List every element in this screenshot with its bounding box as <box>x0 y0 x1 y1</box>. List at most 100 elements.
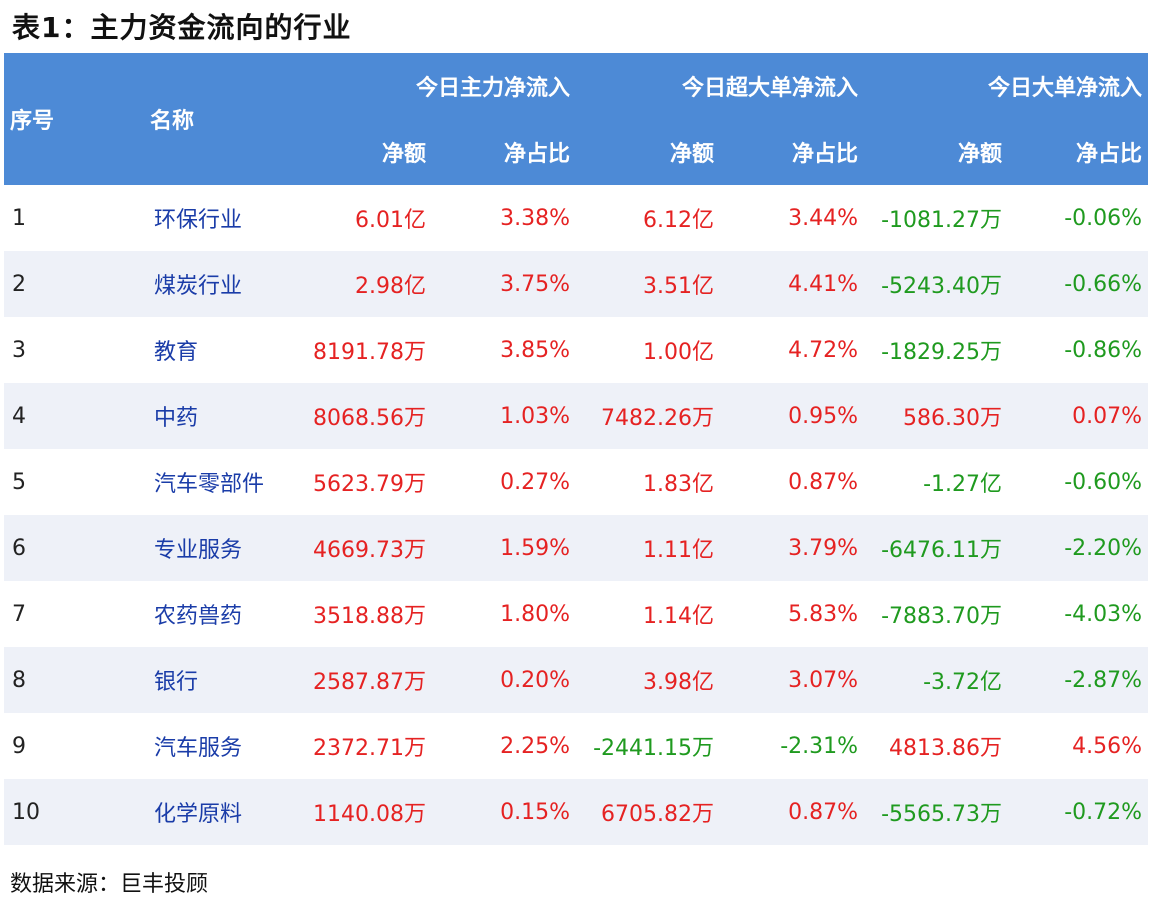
row-industry-name: 汽车零部件 <box>144 449 294 515</box>
row-large-amount: -1081.27万 <box>864 185 1009 251</box>
row-super-ratio: 3.44% <box>720 185 865 251</box>
row-industry-name: 农药兽药 <box>144 581 294 647</box>
table-row: 10 化学原料 1140.08万 0.15% 6705.82万 0.87% -5565.73… <box>4 779 1149 845</box>
row-large-amount: -1.27亿 <box>864 449 1009 515</box>
row-super-amount: -2441.15万 <box>576 713 721 779</box>
fund-flow-table: 序号 名称 今日主力净流入 今日超大单净流入 今日大单净流入 净额 净占比 净额… <box>4 53 1149 845</box>
table-header: 序号 名称 今日主力净流入 今日超大单净流入 今日大单净流入 净额 净占比 净额… <box>4 53 1149 185</box>
row-super-amount: 3.51亿 <box>576 251 721 317</box>
row-super-ratio: 4.41% <box>720 251 865 317</box>
header-main-amount: 净额 <box>294 119 432 185</box>
row-main-amount: 4669.73万 <box>294 515 432 581</box>
row-seq: 4 <box>4 383 144 449</box>
row-main-amount: 5623.79万 <box>294 449 432 515</box>
table-row: 6 专业服务 4669.73万 1.59% 1.11亿 3.79% -6476.11万 -2.… <box>4 515 1149 581</box>
row-super-ratio: 0.87% <box>720 779 865 845</box>
row-main-ratio: 0.15% <box>432 779 577 845</box>
row-seq: 6 <box>4 515 144 581</box>
row-main-ratio: 3.38% <box>432 185 577 251</box>
table-row: 9 汽车服务 2372.71万 2.25% -2441.15万 -2.31% 4813.86… <box>4 713 1149 779</box>
header-group-main: 今日主力净流入 <box>294 53 577 119</box>
row-main-amount: 2587.87万 <box>294 647 432 713</box>
row-industry-name: 教育 <box>144 317 294 383</box>
row-super-ratio: -2.31% <box>720 713 865 779</box>
row-main-amount: 6.01亿 <box>294 185 432 251</box>
row-main-ratio: 2.25% <box>432 713 577 779</box>
header-group-large: 今日大单净流入 <box>864 53 1149 119</box>
row-industry-name: 化学原料 <box>144 779 294 845</box>
row-seq: 8 <box>4 647 144 713</box>
row-large-ratio: -0.72% <box>1008 779 1149 845</box>
row-super-ratio: 4.72% <box>720 317 865 383</box>
row-main-ratio: 3.85% <box>432 317 577 383</box>
header-large-amount: 净额 <box>864 119 1009 185</box>
header-large-ratio: 净占比 <box>1008 119 1149 185</box>
row-main-amount: 2.98亿 <box>294 251 432 317</box>
row-large-amount: -5243.40万 <box>864 251 1009 317</box>
row-large-amount: -6476.11万 <box>864 515 1009 581</box>
row-seq: 1 <box>4 185 144 251</box>
row-large-ratio: -2.87% <box>1008 647 1149 713</box>
table-row: 2 煤炭行业 2.98亿 3.75% 3.51亿 4.41% -5243.40万 -0.66% <box>4 251 1149 317</box>
row-super-amount: 7482.26万 <box>576 383 721 449</box>
row-industry-name: 煤炭行业 <box>144 251 294 317</box>
row-super-amount: 1.83亿 <box>576 449 721 515</box>
row-main-amount: 1140.08万 <box>294 779 432 845</box>
row-main-ratio: 0.20% <box>432 647 577 713</box>
row-seq: 9 <box>4 713 144 779</box>
row-industry-name: 环保行业 <box>144 185 294 251</box>
table-row: 5 汽车零部件 5623.79万 0.27% 1.83亿 0.87% -1.27亿 -0.60… <box>4 449 1149 515</box>
data-source-note: 数据来源：巨丰投顾 <box>10 872 209 897</box>
row-super-ratio: 5.83% <box>720 581 865 647</box>
row-main-ratio: 1.03% <box>432 383 577 449</box>
row-large-ratio: -0.06% <box>1008 185 1149 251</box>
row-super-ratio: 3.79% <box>720 515 865 581</box>
row-main-amount: 8191.78万 <box>294 317 432 383</box>
table-row: 8 银行 2587.87万 0.20% 3.98亿 3.07% -3.72亿 -2.87% <box>4 647 1149 713</box>
row-large-ratio: -2.20% <box>1008 515 1149 581</box>
row-super-amount: 6705.82万 <box>576 779 721 845</box>
row-large-ratio: -0.86% <box>1008 317 1149 383</box>
header-main-ratio: 净占比 <box>432 119 577 185</box>
row-industry-name: 汽车服务 <box>144 713 294 779</box>
row-super-amount: 1.11亿 <box>576 515 721 581</box>
row-super-ratio: 0.95% <box>720 383 865 449</box>
header-super-ratio: 净占比 <box>720 119 865 185</box>
table-body: 1 环保行业 6.01亿 3.38% 6.12亿 3.44% -1081.27万 -0.06%… <box>4 185 1149 845</box>
row-large-amount: -1829.25万 <box>864 317 1009 383</box>
row-seq: 2 <box>4 251 144 317</box>
table-row: 4 中药 8068.56万 1.03% 7482.26万 0.95% 586.30万 0.07… <box>4 383 1149 449</box>
header-super-amount: 净额 <box>576 119 721 185</box>
page-title: 表1：主力资金流向的行业 <box>12 11 352 44</box>
row-large-amount: 4813.86万 <box>864 713 1009 779</box>
row-super-amount: 1.14亿 <box>576 581 721 647</box>
row-main-ratio: 1.59% <box>432 515 577 581</box>
row-main-ratio: 0.27% <box>432 449 577 515</box>
row-seq: 10 <box>4 779 144 845</box>
header-group-super: 今日超大单净流入 <box>576 53 865 119</box>
table-row: 1 环保行业 6.01亿 3.38% 6.12亿 3.44% -1081.27万 -0.06% <box>4 185 1149 251</box>
row-main-amount: 8068.56万 <box>294 383 432 449</box>
row-main-amount: 3518.88万 <box>294 581 432 647</box>
row-large-ratio: 4.56% <box>1008 713 1149 779</box>
row-super-ratio: 3.07% <box>720 647 865 713</box>
row-industry-name: 专业服务 <box>144 515 294 581</box>
row-super-ratio: 0.87% <box>720 449 865 515</box>
row-seq: 5 <box>4 449 144 515</box>
row-super-amount: 6.12亿 <box>576 185 721 251</box>
row-super-amount: 3.98亿 <box>576 647 721 713</box>
row-large-ratio: -0.60% <box>1008 449 1149 515</box>
row-large-amount: 586.30万 <box>864 383 1009 449</box>
table-row: 7 农药兽药 3518.88万 1.80% 1.14亿 5.83% -7883.70万 -4.… <box>4 581 1149 647</box>
row-large-ratio: 0.07% <box>1008 383 1149 449</box>
row-super-amount: 1.00亿 <box>576 317 721 383</box>
row-large-amount: -3.72亿 <box>864 647 1009 713</box>
row-industry-name: 中药 <box>144 383 294 449</box>
row-industry-name: 银行 <box>144 647 294 713</box>
row-large-amount: -7883.70万 <box>864 581 1009 647</box>
row-main-ratio: 3.75% <box>432 251 577 317</box>
row-large-ratio: -4.03% <box>1008 581 1149 647</box>
row-seq: 7 <box>4 581 144 647</box>
row-main-amount: 2372.71万 <box>294 713 432 779</box>
row-large-amount: -5565.73万 <box>864 779 1009 845</box>
